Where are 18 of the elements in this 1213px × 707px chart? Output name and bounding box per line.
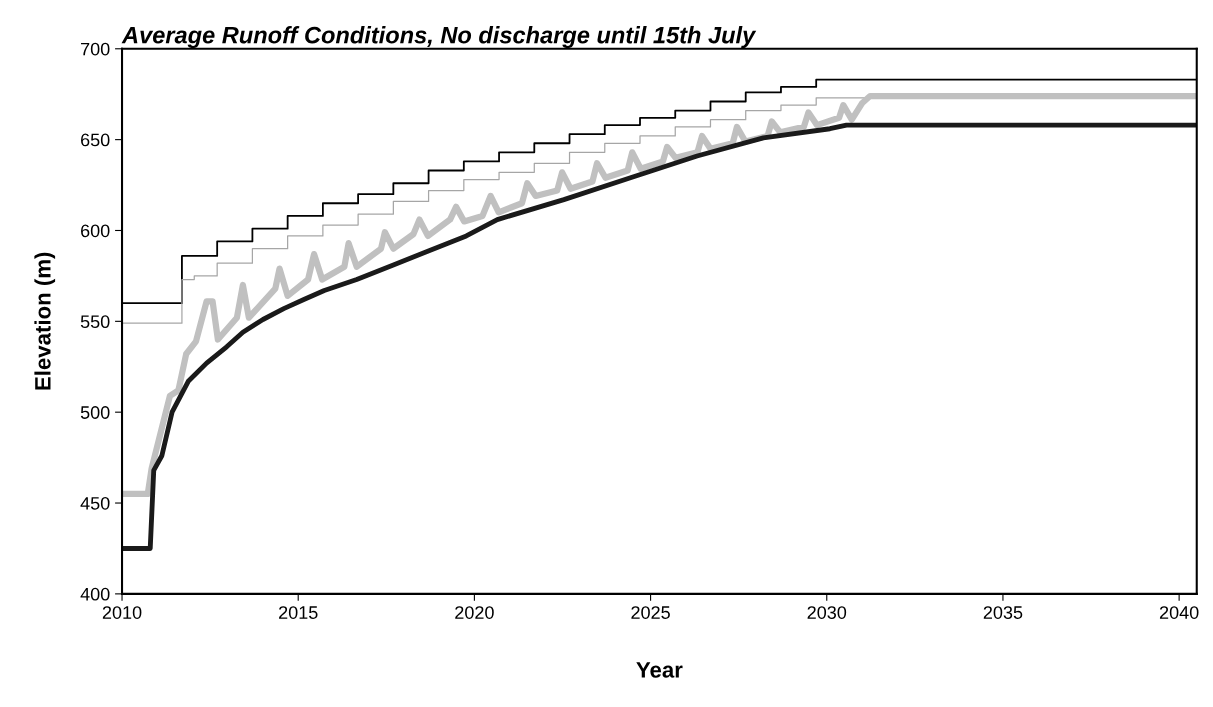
line-series — [122, 122, 1197, 551]
x-axis-title: Year — [636, 662, 683, 678]
y-tick-label: 450 — [80, 496, 110, 510]
x-tick-label: 2025 — [631, 606, 670, 619]
x-tick-label: 2020 — [455, 606, 494, 619]
chart-title: Average Runoff Conditions, No discharge until 15th July — [121, 26, 757, 49]
x-tick-label: 2010 — [102, 606, 142, 619]
y-tick-label: 400 — [80, 587, 110, 601]
x-tick-label: 2035 — [983, 606, 1023, 619]
y-tick-label: 600 — [81, 224, 110, 238]
x-tick-label: 2030 — [807, 606, 847, 619]
y-tick-label: 650 — [81, 133, 110, 147]
x-tick-label: 2015 — [279, 606, 318, 619]
y-tick-label: 550 — [80, 315, 110, 329]
x-tick-label: 2040 — [1159, 606, 1199, 619]
y-axis-title: Elevation (m) — [34, 252, 56, 390]
y-tick-label: 500 — [80, 406, 110, 419]
y-tick-label: 700 — [81, 42, 110, 56]
